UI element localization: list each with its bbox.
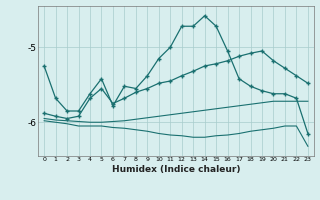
X-axis label: Humidex (Indice chaleur): Humidex (Indice chaleur): [112, 165, 240, 174]
